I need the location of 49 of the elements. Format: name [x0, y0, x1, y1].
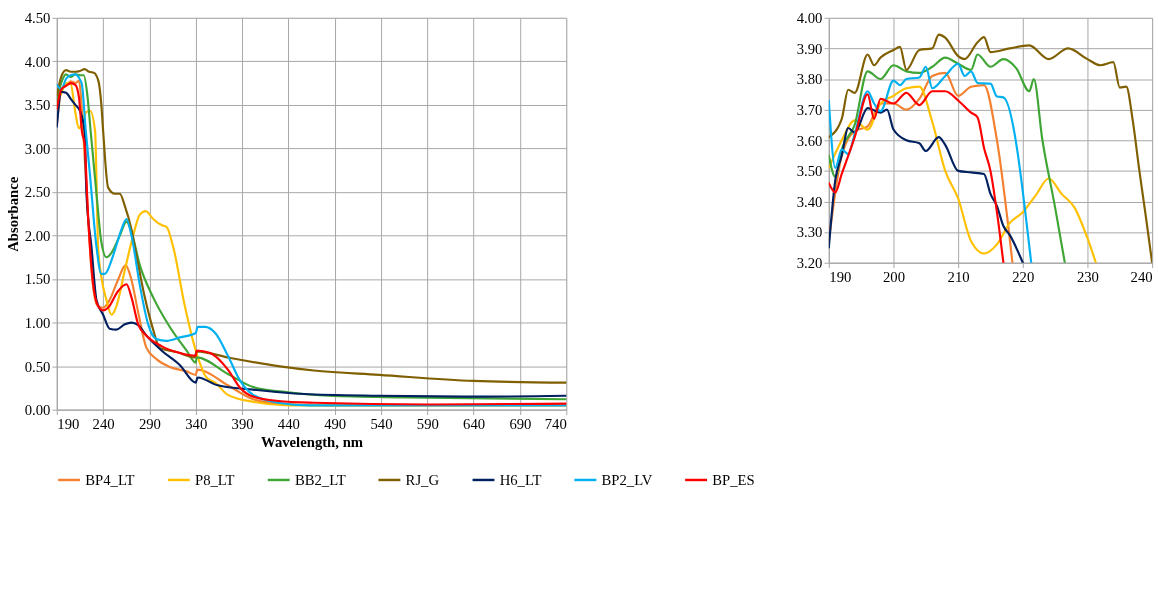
x-tick-label: 740	[544, 415, 567, 432]
x-tick-label: 240	[92, 415, 115, 432]
x-tick-label: 190	[57, 415, 80, 432]
x-tick-label: 690	[509, 415, 532, 432]
x-tick-label: 540	[370, 415, 393, 432]
y-tick-label: 3.50	[24, 97, 51, 114]
x-tick-label: 640	[463, 415, 486, 432]
y-tick-label: 3.90	[796, 40, 823, 57]
x-tick-label: 290	[138, 415, 161, 432]
y-tick-label: 2.50	[24, 184, 51, 201]
x-tick-label: 210	[947, 268, 970, 285]
y-tick-label: 0.50	[24, 358, 51, 375]
x-tick-label: 390	[231, 415, 254, 432]
legend-label: BP_ES	[712, 471, 755, 488]
y-tick-label: 3.30	[796, 224, 823, 241]
y-tick-label: 4.00	[24, 53, 51, 70]
x-tick-label: 200	[882, 268, 905, 285]
x-tick-label: 240	[1130, 268, 1153, 285]
y-tick-label: 3.40	[796, 193, 823, 210]
line-series	[828, 85, 1097, 263]
y-tick-label: 3.50	[796, 163, 823, 180]
x-tick-label: 230	[1076, 268, 1099, 285]
y-tick-label: 3.80	[796, 71, 823, 88]
y-tick-label: 4.50	[24, 10, 51, 27]
x-axis-title: Wavelength, nm	[261, 434, 364, 451]
y-axis-title: Absorbance	[4, 176, 21, 252]
x-tick-label: 190	[829, 268, 852, 285]
legend-label: H6_LT	[499, 471, 542, 488]
y-tick-label: 1.00	[24, 314, 51, 331]
legend-label: BP4_LT	[85, 471, 135, 488]
y-tick-label: 3.20	[796, 255, 823, 272]
legend-label: RJ_G	[405, 471, 440, 488]
y-tick-label: 3.00	[24, 140, 51, 157]
legend-label: BP2_LV	[601, 471, 653, 488]
y-tick-label: 4.00	[796, 10, 823, 27]
line-series	[828, 53, 1066, 263]
x-tick-label: 220	[1012, 268, 1035, 285]
line-series	[828, 107, 1024, 263]
legend-label: P8_LT	[194, 471, 235, 488]
y-tick-label: 3.70	[796, 102, 823, 119]
y-tick-label: 2.00	[24, 227, 51, 244]
x-tick-label: 490	[324, 415, 347, 432]
x-tick-label: 440	[277, 415, 300, 432]
legend-label: BB2_LT	[294, 471, 346, 488]
y-tick-label: 1.50	[24, 271, 51, 288]
y-tick-label: 0.00	[24, 402, 51, 419]
x-tick-label: 340	[185, 415, 208, 432]
y-tick-label: 3.60	[796, 132, 823, 149]
x-tick-label: 590	[416, 415, 439, 432]
